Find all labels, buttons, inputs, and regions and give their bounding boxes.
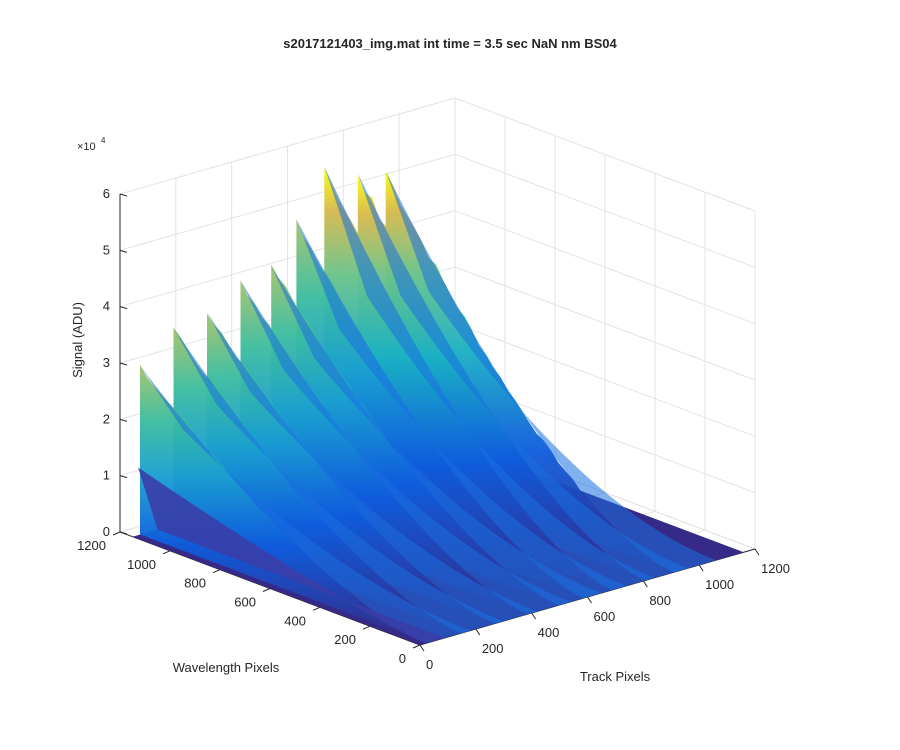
x-tick [698, 564, 704, 572]
z-tick [119, 249, 128, 253]
chart-title: s2017121403_img.mat int time = 3.5 sec N… [283, 36, 617, 51]
y-tick-label: 400 [284, 613, 306, 628]
y-tick-label: 200 [334, 632, 356, 647]
x-tick [642, 580, 648, 588]
grid-line [454, 322, 756, 437]
surface [132, 166, 744, 645]
y-tick [212, 569, 221, 574]
x-tick [419, 644, 425, 652]
y-tick [262, 588, 271, 592]
y-tick-label: 0 [399, 651, 406, 666]
z-tick-label: 0 [103, 524, 110, 539]
x-tick-label: 600 [594, 609, 616, 624]
z-tick-label: 2 [103, 411, 110, 426]
x-tick-label: 1000 [705, 577, 734, 592]
surface-ridge [140, 364, 428, 643]
y-axis-label: Wavelength Pixels [173, 660, 280, 675]
x-tick-label: 400 [538, 625, 560, 640]
grid-line [454, 210, 756, 325]
y-tick-label: 1000 [127, 557, 156, 572]
x-tick-label: 200 [482, 641, 504, 656]
axes [112, 193, 760, 652]
grid-line [454, 97, 756, 212]
y-tick [112, 531, 121, 536]
y-tick-label: 1200 [77, 538, 106, 553]
y-tick [312, 606, 321, 611]
x-tick [587, 596, 592, 604]
x-tick [531, 612, 537, 620]
z-tick [119, 531, 128, 535]
z-tick [119, 193, 128, 197]
grid-line [119, 153, 456, 251]
y-tick-label: 600 [234, 595, 256, 610]
y-tick [362, 625, 371, 630]
x-tick [475, 628, 481, 636]
z-tick-label: 6 [103, 186, 110, 201]
z-tick-label: 5 [103, 242, 110, 257]
z-exponent-label: ×10 4 [77, 136, 106, 153]
z-tick-label: 1 [103, 468, 110, 483]
z-tick-label: 4 [103, 299, 110, 314]
z-exponent-power: 4 [101, 136, 106, 145]
grid-line [454, 153, 756, 268]
y-tick [412, 644, 421, 649]
z-tick [119, 362, 128, 366]
z-tick [119, 306, 128, 310]
z-exponent-base: ×10 [77, 141, 96, 153]
tick-labels: 0200400600800100012000200400600800100012… [77, 186, 790, 672]
grid-line [119, 97, 456, 195]
y-tick [162, 550, 171, 555]
z-axis-label: Signal (ADU) [70, 302, 85, 378]
x-axis-label: Track Pixels [580, 669, 651, 684]
z-tick-label: 3 [103, 355, 110, 370]
grid-line [454, 266, 756, 381]
z-tick [119, 418, 128, 422]
x-tick-label: 0 [426, 657, 433, 672]
z-tick [119, 475, 128, 479]
x-tick-label: 800 [649, 593, 671, 608]
x-tick-label: 1200 [761, 561, 790, 576]
x-tick [754, 548, 760, 556]
y-tick-label: 800 [184, 576, 206, 591]
